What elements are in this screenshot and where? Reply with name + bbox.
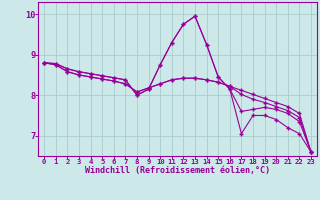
X-axis label: Windchill (Refroidissement éolien,°C): Windchill (Refroidissement éolien,°C) bbox=[85, 166, 270, 175]
